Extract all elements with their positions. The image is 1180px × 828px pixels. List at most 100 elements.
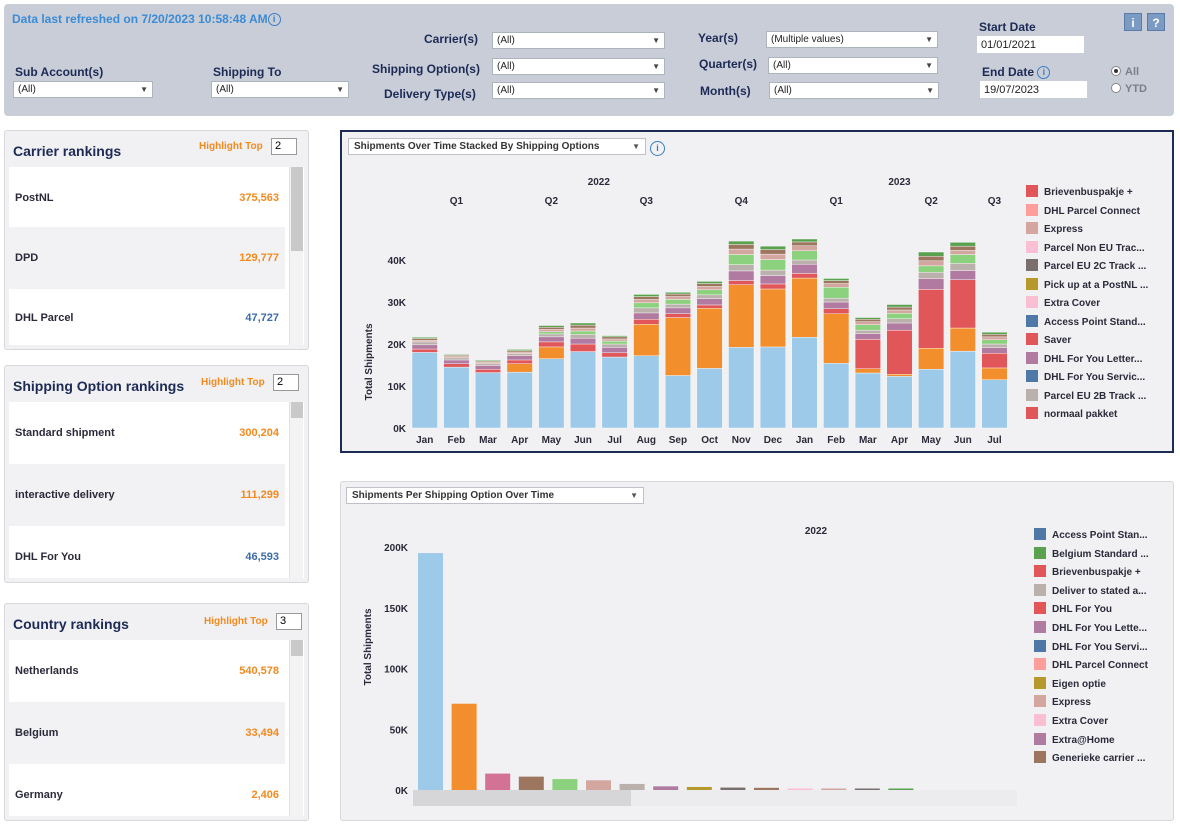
list-item[interactable]: PostNL 375,563 (9, 167, 285, 229)
vertical-scrollbar[interactable] (289, 402, 303, 578)
refresh-text: Data last refreshed on 7/20/2023 10:58:4… (12, 12, 268, 26)
legend-label: Express (1052, 697, 1091, 709)
legend-item[interactable]: Brievenbuspakje + (1026, 185, 1133, 198)
legend-label: Brievenbuspakje + (1044, 187, 1133, 198)
horizontal-scrollbar[interactable] (413, 790, 1017, 806)
radio-all[interactable]: All (1111, 66, 1139, 78)
x-tick-label: Apr (511, 435, 528, 446)
legend-item[interactable]: normaal pakket (1026, 407, 1117, 420)
bar-segment (696, 289, 723, 296)
bar-segment (791, 277, 818, 338)
legend-item[interactable]: Pick up at a PostNL ... (1026, 277, 1148, 291)
highlight-top-input[interactable]: 2 (273, 374, 299, 391)
list-item[interactable]: Germany 2,406 (9, 764, 285, 820)
chart-selector-dropdown[interactable]: Shipments Per Shipping Option Over Time ▼ (346, 487, 644, 504)
quarter-dropdown[interactable]: (All) ▼ (768, 57, 938, 74)
legend-item[interactable]: Eigen optie (1034, 676, 1106, 690)
help-button[interactable]: ? (1147, 13, 1165, 31)
highlight-top-input[interactable]: 3 (276, 613, 302, 630)
y-tick-label: 30K (388, 298, 407, 309)
legend-swatch (1034, 602, 1046, 615)
legend-item[interactable]: DHL Parcel Connect (1026, 203, 1140, 217)
vertical-scrollbar[interactable] (289, 167, 303, 345)
scrollbar-thumb[interactable] (413, 790, 631, 806)
bar-segment (886, 322, 913, 331)
shipping-to-dropdown[interactable]: (All) ▼ (211, 81, 349, 98)
bar-segment (981, 336, 1008, 341)
info-icon[interactable]: i (267, 13, 281, 27)
bar-chart-panel: Shipments Per Shipping Option Over Time ▼… (340, 481, 1174, 821)
year-dropdown[interactable]: (Multiple values) ▼ (766, 31, 938, 48)
legend-label: DHL For You Lette... (1052, 623, 1148, 634)
bar-segment (759, 283, 786, 290)
sub-account-dropdown[interactable]: (All) ▼ (13, 81, 153, 98)
legend-item[interactable]: Generieke carrier ... (1034, 751, 1145, 764)
carrier-dropdown[interactable]: (All) ▼ (492, 32, 665, 49)
chevron-down-icon: ▼ (652, 36, 660, 45)
scrollbar-thumb[interactable] (291, 640, 303, 656)
scrollbar-thumb[interactable] (291, 167, 303, 251)
legend-item[interactable]: Deliver to stated a... (1034, 583, 1146, 597)
bar-segment (759, 288, 786, 348)
legend-item[interactable]: DHL For You Servic... (1026, 370, 1145, 383)
radio-ytd[interactable]: YTD (1111, 83, 1147, 95)
legend-item[interactable]: Extra Cover (1034, 714, 1108, 727)
highlight-top-input[interactable]: 2 (271, 138, 297, 155)
legend-swatch (1026, 240, 1038, 253)
list-item[interactable]: DHL For You 46,593 (9, 526, 285, 582)
legend-item[interactable]: Parcel Non EU Trac... (1026, 240, 1145, 254)
legend-item[interactable]: DHL For You Lette... (1034, 621, 1147, 634)
bar-segment (601, 356, 628, 429)
legend-item[interactable]: Express (1034, 695, 1091, 708)
legend-item[interactable]: DHL For You Servi... (1034, 639, 1148, 653)
list-item[interactable]: DPD 129,777 (9, 227, 285, 289)
y-axis-label: Total Shipments (363, 608, 374, 685)
radio-ytd-label: YTD (1125, 83, 1147, 95)
item-name: Belgium (15, 727, 59, 739)
quarter-label: Q3 (988, 196, 1002, 207)
bar-segment (854, 339, 881, 369)
delivery-type-dropdown[interactable]: (All) ▼ (492, 82, 665, 99)
shipping-to-label: Shipping To (213, 65, 282, 79)
start-date-input[interactable]: 01/01/2021 (977, 36, 1084, 53)
legend-item[interactable]: DHL For You (1034, 602, 1112, 615)
list-item[interactable]: interactive delivery 111,299 (9, 464, 285, 526)
highlight-top-label: Highlight Top (199, 141, 263, 152)
list-item[interactable]: Standard shipment 300,204 (9, 402, 285, 464)
bar-segment (918, 265, 945, 273)
bar-segment (728, 254, 755, 265)
legend-item[interactable]: Parcel EU 2B Track ... (1026, 388, 1146, 402)
list-item[interactable]: Belgium 33,494 (9, 702, 285, 764)
bar-segment (506, 359, 533, 364)
bar (787, 788, 813, 790)
vertical-scrollbar[interactable] (289, 640, 303, 816)
legend-item[interactable]: Belgium Standard ... (1034, 546, 1149, 560)
info-icon[interactable]: i (650, 141, 665, 156)
legend-item[interactable]: Saver (1026, 333, 1071, 346)
legend-item[interactable]: Access Point Stan... (1034, 528, 1148, 541)
legend-item[interactable]: Extra@Home (1034, 732, 1115, 746)
legend-item[interactable]: Express (1026, 222, 1083, 235)
shipping-option-dropdown[interactable]: (All) ▼ (492, 58, 665, 75)
scrollbar-thumb[interactable] (291, 402, 303, 418)
bar-segment (443, 366, 470, 429)
legend-item[interactable]: DHL Parcel Connect (1034, 658, 1148, 671)
y-tick-label: 50K (390, 725, 409, 736)
chart-selector-value: Shipments Over Time Stacked By Shipping … (354, 141, 600, 152)
legend-item[interactable]: Extra Cover (1026, 296, 1100, 309)
legend-item[interactable]: Parcel EU 2C Track ... (1026, 259, 1146, 272)
list-item[interactable]: DHL Parcel 47,727 (9, 287, 285, 349)
end-date-input[interactable]: 19/07/2023 (980, 81, 1087, 98)
quarter-value: (All) (773, 60, 791, 71)
list-item[interactable]: Netherlands 540,578 (9, 640, 285, 702)
month-dropdown[interactable]: (All) ▼ (769, 82, 939, 99)
y-tick-label: 150K (384, 604, 409, 615)
bar (518, 776, 544, 790)
bar-segment (665, 303, 691, 309)
legend-item[interactable]: Brievenbuspakje + (1034, 565, 1141, 578)
legend-item[interactable]: DHL For You Letter... (1026, 351, 1142, 365)
info-button[interactable]: i (1124, 13, 1142, 31)
legend-item[interactable]: Access Point Stand... (1026, 314, 1146, 328)
chart-selector-dropdown[interactable]: Shipments Over Time Stacked By Shipping … (348, 138, 646, 155)
info-icon[interactable]: i (1037, 66, 1051, 80)
